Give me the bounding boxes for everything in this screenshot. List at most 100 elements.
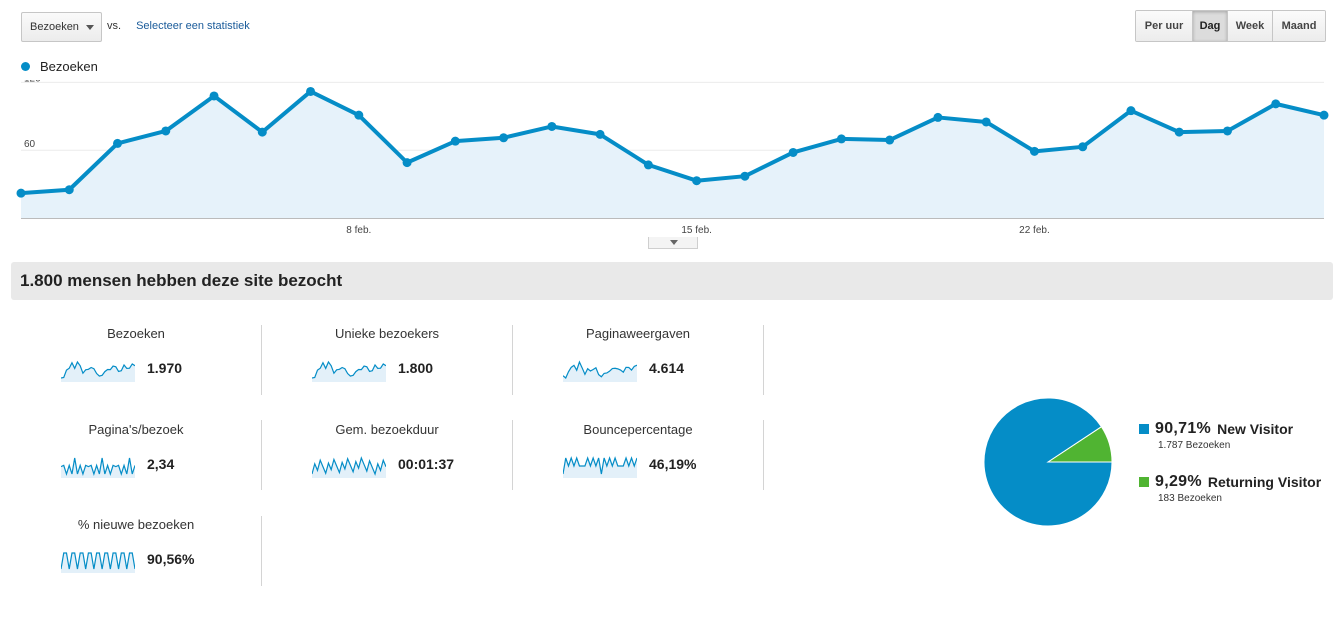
month-button[interactable]: Maand [1273,11,1325,41]
metric-label: Paginaweergaven [585,326,691,341]
sparkline-area [61,458,135,478]
per-hour-button[interactable]: Per uur [1136,11,1193,41]
data-point [1078,142,1088,152]
data-point [643,160,653,170]
metric-label: Pagina's/bezoek [88,422,184,437]
metric-label: Bezoeken [107,326,165,341]
new-visitor-label: New Visitor [1217,421,1294,437]
returning-visitor-swatch [1139,477,1149,487]
data-point [499,133,509,143]
data-point [1319,110,1329,120]
granularity-switch: Per uur Dag Week Maand [1135,10,1326,42]
metric-select-label: Bezoeken [30,20,79,33]
vs-label: vs. [107,19,122,32]
sparkline [312,456,386,478]
data-point [885,135,895,145]
new-visitor-swatch [1139,424,1149,434]
metric-new-visits[interactable]: % nieuwe bezoeken 90,56% [11,515,261,585]
data-point [1271,99,1281,109]
returning-visitor-percent: 9,29% [1155,473,1202,490]
y-tick-label: 60 [24,139,36,150]
data-point [64,185,74,195]
series-area [21,91,1324,218]
data-point [740,171,750,181]
metric-divider [763,325,764,395]
series-dot-icon [21,62,30,71]
collapse-arrow-icon [670,240,678,245]
day-button[interactable]: Dag [1193,11,1228,41]
metric-divider [261,420,262,490]
x-tick-label: 22 feb. [1019,225,1050,236]
chart-legend: Bezoeken [21,59,98,74]
sparkline [312,360,386,382]
data-point [933,112,943,122]
series-line [20,89,1325,196]
data-point [595,129,605,139]
metric-divider [261,516,262,586]
data-point [1222,126,1232,136]
chevron-down-icon [86,24,94,30]
sparkline-line [563,360,637,379]
metric-value: 90,56% [147,551,195,567]
metric-visits[interactable]: Bezoeken 1.970 [11,324,261,394]
compare-metric-link[interactable]: Selecteer een statistiek [136,19,250,32]
sparkline-area [312,458,386,478]
metric-value: 4.614 [649,360,685,376]
sparkline-line [312,360,386,379]
summary-header: 1.800 mensen hebben deze site bezocht [11,262,1333,300]
data-point [836,134,846,144]
sparkline-line [61,457,135,476]
sparkline-line [61,360,135,379]
sparkline [563,456,637,478]
returning-visitor-visits: 183 Bezoeken [1158,493,1222,504]
data-point [1174,127,1184,137]
metric-avg-visit-duration[interactable]: Gem. bezoekduur 00:01:37 [262,420,512,490]
y-tick-label: 120 [24,80,41,84]
pie-slice [983,397,1113,527]
metric-label: Bouncepercentage [583,422,693,437]
chart-collapse-handle[interactable] [648,237,698,249]
new-visitor-percent: 90,71% [1155,420,1212,437]
data-point [1126,106,1136,116]
sparkline [563,360,637,382]
chart-toolbar: Bezoeken vs. Selecteer een statistiek [21,11,250,42]
metric-unique-visitors[interactable]: Unieke bezoekers 1.800 [262,324,512,394]
data-point [692,176,702,186]
sparkline-line [61,552,135,570]
visitor-type-pie-chart [983,397,1113,527]
data-point [450,136,460,146]
metric-select[interactable]: Bezoeken [21,11,102,42]
metric-pageviews[interactable]: Paginaweergaven 4.614 [513,324,763,394]
metric-label: Unieke bezoekers [334,326,440,341]
metric-divider [512,325,513,395]
pie-legend-returning-visitor[interactable]: 9,29% Returning Visitor 183 Bezoeken [1139,473,1321,504]
data-point [354,110,364,120]
metric-bounce-rate[interactable]: Bouncepercentage 46,19% [513,420,763,490]
x-tick-label: 8 feb. [346,225,371,236]
week-button[interactable]: Week [1228,11,1273,41]
data-point [788,147,798,157]
new-visitor-visits: 1.787 Bezoeken [1158,440,1231,451]
data-point [209,91,219,101]
legend-series-name: Bezoeken [40,59,98,74]
metric-value: 1.970 [147,360,183,376]
data-point [981,117,991,127]
data-point [161,126,171,136]
summary-title: 1.800 mensen hebben deze site bezocht [20,271,343,290]
data-point [113,138,123,148]
visits-line-chart: 60 120 8 feb. 15 feb. 22 feb. [16,80,1329,236]
metric-divider [763,420,764,490]
data-point [402,158,412,168]
data-point [16,188,26,198]
metric-label: Gem. bezoekduur [335,422,439,437]
pie-legend-new-visitor[interactable]: 90,71% New Visitor 1.787 Bezoeken [1139,420,1293,451]
metric-label: % nieuwe bezoeken [77,517,195,532]
sparkline [61,360,135,382]
returning-visitor-label: Returning Visitor [1207,474,1322,490]
sparkline-area [61,362,135,382]
metric-value: 2,34 [147,456,175,472]
metric-pages-per-visit[interactable]: Pagina's/bezoek 2,34 [11,420,261,490]
data-point [306,86,316,96]
metric-value: 1.800 [398,360,434,376]
data-point [257,127,267,137]
